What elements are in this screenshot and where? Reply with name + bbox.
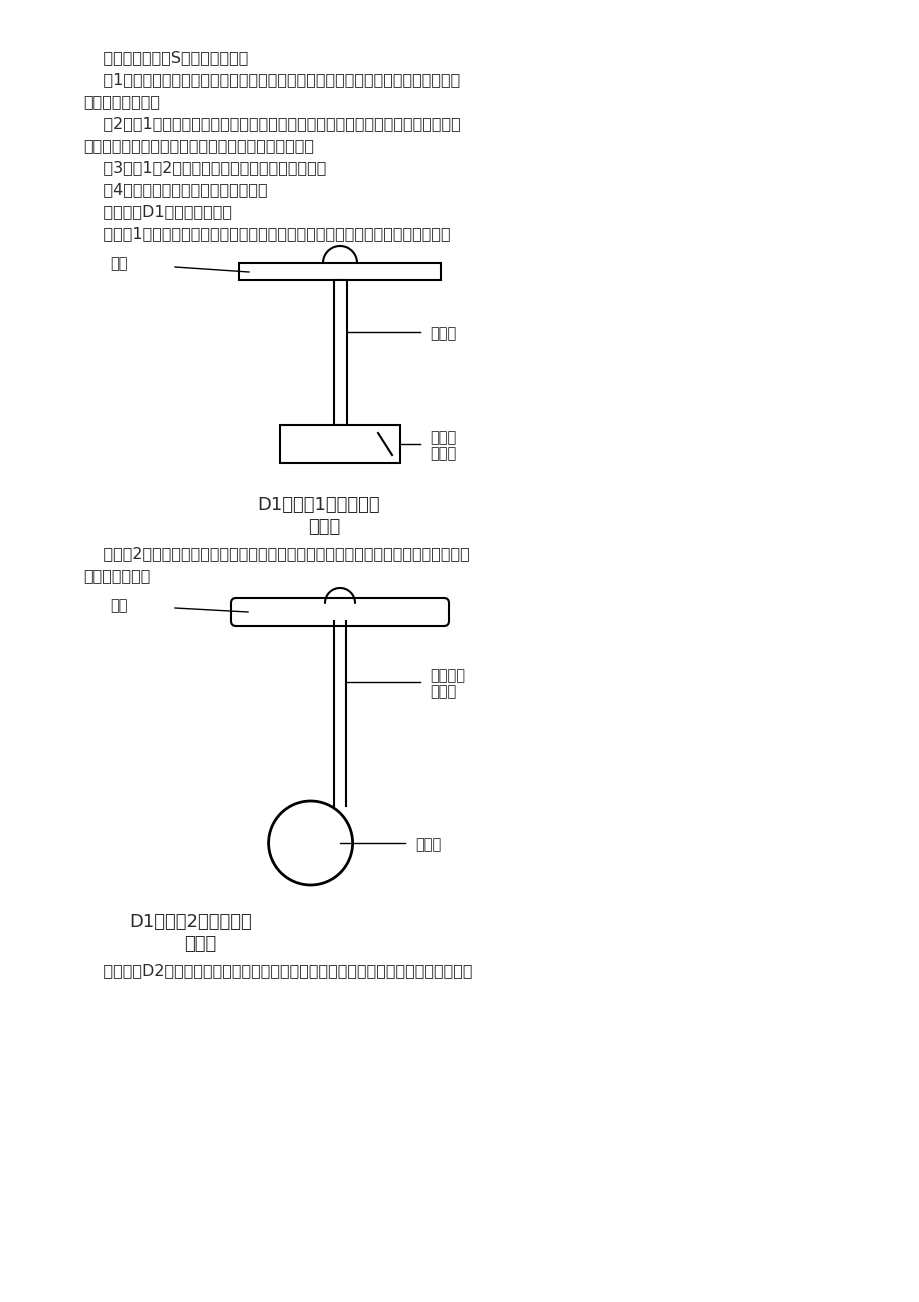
Text: 权2引权1，搅拌部为叶轮，叶轮设有齿板（忘记具体名称叫什么了，其结果主要是: 权2引权1，搅拌部为叶轮，叶轮设有齿板（忘记具体名称叫什么了，其结果主要是 xyxy=(83,116,460,132)
Text: 弯曲的圆曲状。: 弯曲的圆曲状。 xyxy=(83,568,150,583)
Text: 实施例1，壶身，壶盖，壶盖一体成型连接搅拌棒，搅拌棒可拆卸的连接搅拌部。: 实施例1，壶身，壶盖，壶盖一体成型连接搅拌棒，搅拌棒可拆卸的连接搅拌部。 xyxy=(83,227,450,241)
Text: 搅拌部: 搅拌部 xyxy=(414,837,441,852)
Bar xyxy=(279,424,400,464)
Text: 搅拌棒: 搅拌棒 xyxy=(429,684,456,699)
Text: 可拆卸: 可拆卸 xyxy=(429,430,456,445)
Text: 权4，壶盖下面，壶身上设有护盖板。: 权4，壶盖下面，壶身上设有护盖板。 xyxy=(83,182,267,197)
Text: 壶盖: 壶盖 xyxy=(110,598,128,613)
Bar xyxy=(334,280,346,424)
Text: 壶盖: 壶盖 xyxy=(110,256,128,271)
Text: 实施例2，壶身，壶盖，壶盖可拆卸的搅拌棒，搅拌部与搅拌棒一体成型，搅拌部呈可: 实施例2，壶身，壶盖，壶盖可拆卸的搅拌棒，搅拌部与搅拌棒一体成型，搅拌部呈可 xyxy=(83,546,470,561)
Text: 可拆拆卸: 可拆拆卸 xyxy=(429,668,464,684)
FancyBboxPatch shape xyxy=(231,598,448,626)
Text: 其中，涉案专利S的技术方案为：: 其中，涉案专利S的技术方案为： xyxy=(83,49,248,65)
Text: 权3引权1、2，齿板上设有沿搅拌棒径向的凸齿。: 权3引权1、2，齿板上设有沿搅拌棒径向的凸齿。 xyxy=(83,160,326,174)
Text: 对比文件D2的技术方案为：壶身，壶盖，壶嘴和壶把，壶盖可拆卸的连接搅拌匙。搅: 对比文件D2的技术方案为：壶身，壶盖，壶嘴和壶把，壶盖可拆卸的连接搅拌匙。搅 xyxy=(83,963,472,978)
Text: 示意图: 示意图 xyxy=(184,935,216,953)
Text: 叶轮周边的一个圆环，且圆环还与圆心之间有连接）。: 叶轮周边的一个圆环，且圆环还与圆心之间有连接）。 xyxy=(83,138,313,154)
Text: 搅拌棒: 搅拌棒 xyxy=(429,326,456,341)
Text: 的连接有搅拌部。: 的连接有搅拌部。 xyxy=(83,94,160,109)
Text: 对比文件D1的技术方案为：: 对比文件D1的技术方案为： xyxy=(83,204,232,219)
Text: 示意图: 示意图 xyxy=(308,518,340,536)
Text: D1实施例1搅拌器结构: D1实施例1搅拌器结构 xyxy=(257,496,380,514)
Text: 权1，壶身，壶盖，壶嘴和壶把，壶盖内部中央设有可拆卸的搅拌棒，搅拌棒可拆卸: 权1，壶身，壶盖，壶嘴和壶把，壶盖内部中央设有可拆卸的搅拌棒，搅拌棒可拆卸 xyxy=(83,72,460,87)
Bar xyxy=(239,263,440,280)
Text: D1实施例2搅拌器结构: D1实施例2搅拌器结构 xyxy=(129,913,251,931)
Text: 搅拌部: 搅拌部 xyxy=(429,447,456,461)
